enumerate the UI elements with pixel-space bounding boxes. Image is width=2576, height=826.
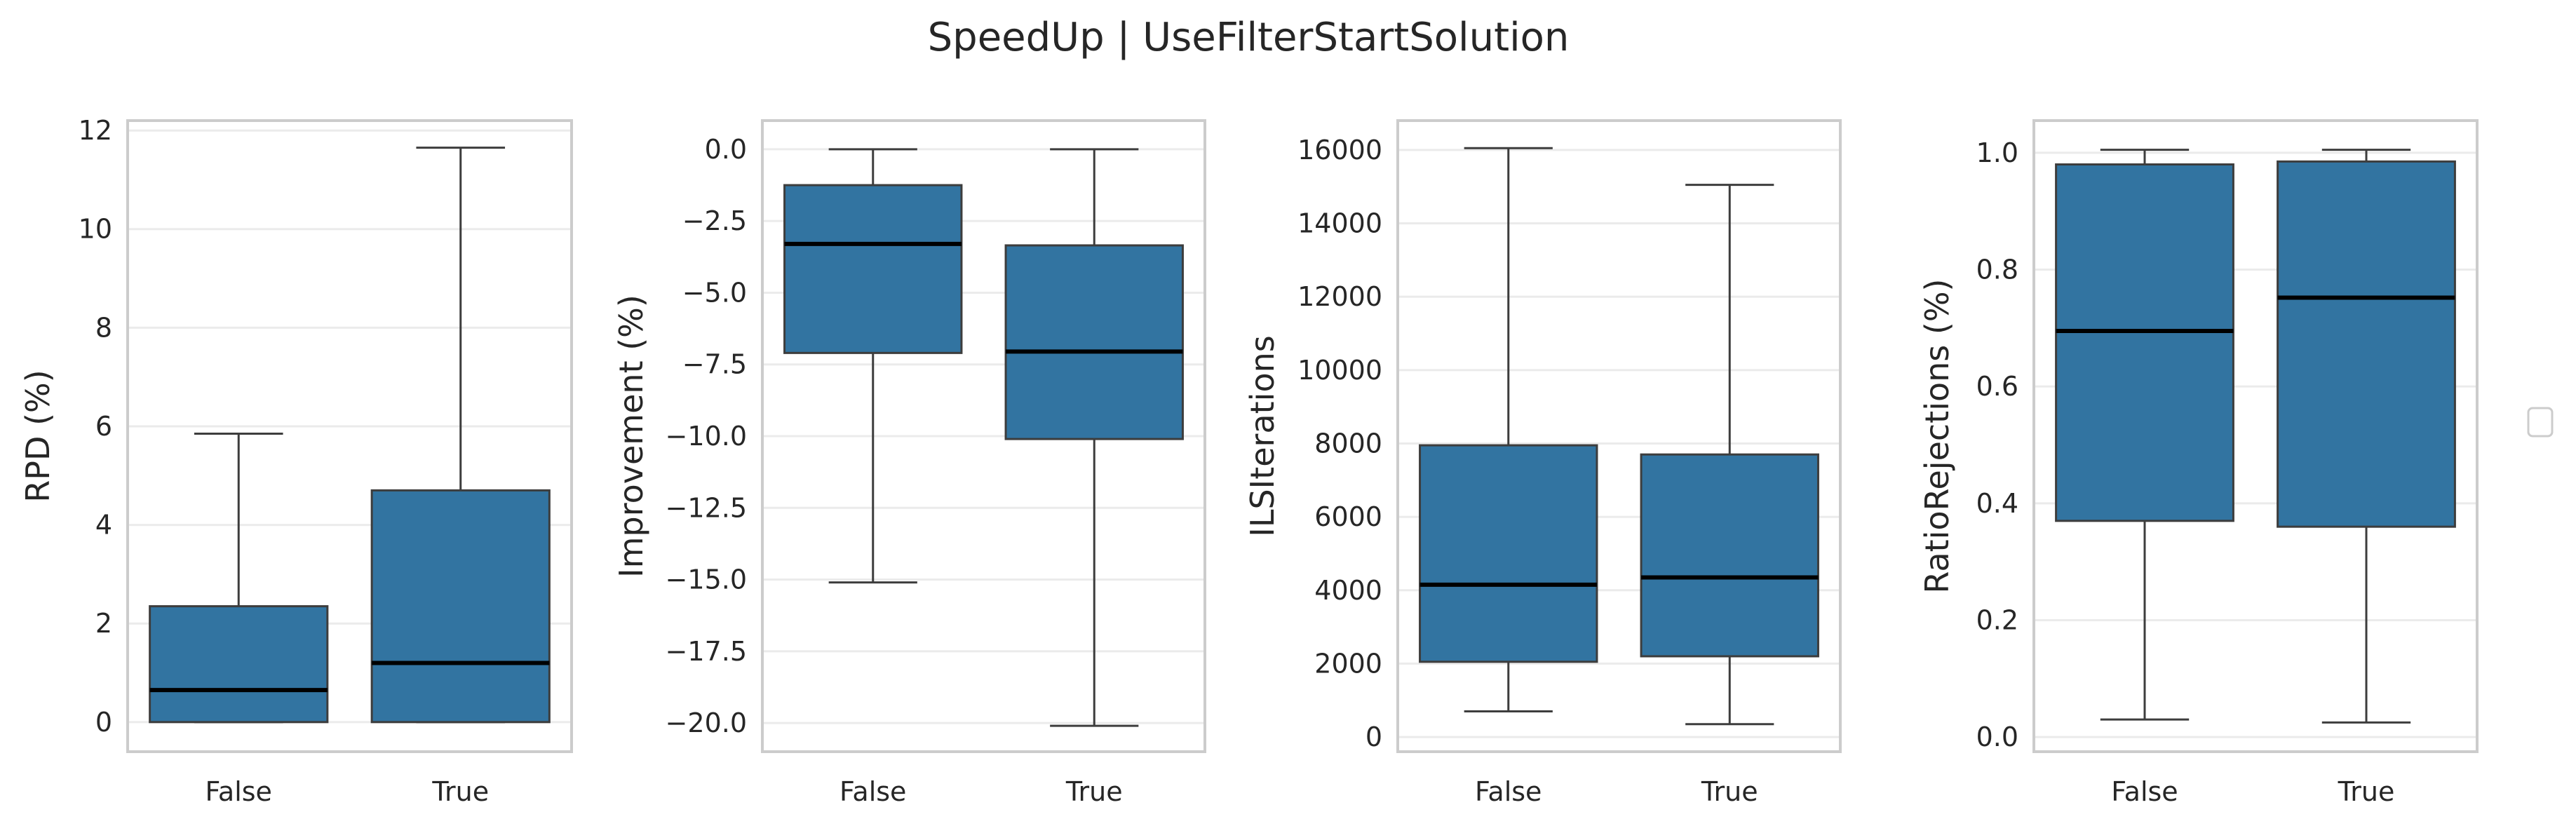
y-tick-label: 6000 (1314, 501, 1382, 532)
y-tick-label: −5.0 (682, 277, 747, 308)
y-tick-label: −7.5 (682, 349, 747, 380)
y-tick-label: 4 (95, 510, 112, 541)
box-false (149, 432, 329, 724)
x-tick-label: True (1065, 776, 1123, 807)
axes-frame (126, 119, 573, 753)
y-tick-label: 0.0 (705, 134, 747, 165)
axes-frame (2032, 119, 2479, 753)
box-body (783, 184, 963, 354)
y-tick-label: 1.0 (1976, 137, 2018, 168)
y-tick-label: −20.0 (666, 707, 747, 738)
y-tick-label: −2.5 (682, 205, 747, 236)
x-tick-label: True (2338, 776, 2395, 807)
box-body (1419, 444, 1598, 663)
subplots: 0 2 4 6 8 10 12 False True RPD (%) 0.0 −2.5 −5.0 −7.5… (19, 115, 2479, 807)
y-tick-label: 0 (1365, 722, 1382, 752)
y-tick-label: −12.5 (666, 492, 747, 523)
y-tick-label: 8000 (1314, 428, 1382, 459)
y-tick-label: 2000 (1314, 648, 1382, 679)
y-axis-label: ILSIterations (1243, 335, 1281, 536)
subplot-3: 0 2000 4000 6000 8000 10000 12000 14000 16000 Fal… (1243, 119, 1842, 807)
y-tick-label: 10 (79, 214, 112, 245)
box-body (1640, 453, 1819, 658)
legend-box (2527, 407, 2554, 438)
axes-frame (761, 119, 1206, 753)
y-axis-label: RatioRejections (%) (1918, 279, 1956, 594)
box-body (370, 489, 551, 724)
box-true (2277, 149, 2456, 724)
x-tick-label: False (1475, 776, 1542, 807)
y-tick-label: 10000 (1297, 355, 1382, 386)
y-tick-label: 12 (79, 115, 112, 146)
box-true (1640, 184, 1819, 726)
y-tick-label: 2 (95, 608, 112, 639)
box-body (2055, 163, 2234, 522)
x-tick-label: False (205, 776, 272, 807)
box-true (370, 147, 551, 724)
box-body (1004, 244, 1184, 440)
y-tick-label: 0.4 (1976, 488, 2018, 519)
y-axis-label: RPD (%) (19, 370, 57, 502)
y-tick-label: 6 (95, 411, 112, 442)
y-tick-label: 12000 (1297, 281, 1382, 312)
box-true (1004, 148, 1184, 727)
x-tick-label: False (2111, 776, 2178, 807)
subplot-2: 0.0 −2.5 −5.0 −7.5 −10.0 −12.5 −15.0 −17.5 −20.0… (612, 119, 1206, 807)
axes-frame (1396, 119, 1842, 753)
y-tick-label: 0.6 (1976, 371, 2018, 402)
y-axis-label: Improvement (%) (612, 294, 650, 578)
x-tick-label: True (431, 776, 489, 807)
y-tick-label: 0.8 (1976, 255, 2018, 285)
y-tick-label: 0.2 (1976, 605, 2018, 636)
box-false (2055, 149, 2234, 721)
x-tick-label: False (839, 776, 906, 807)
y-tick-label: 0 (95, 707, 112, 738)
y-tick-label: 16000 (1297, 135, 1382, 165)
y-tick-label: 4000 (1314, 575, 1382, 606)
x-tick-label: True (1701, 776, 1758, 807)
y-tick-label: 14000 (1297, 208, 1382, 239)
y-tick-label: 0.0 (1976, 722, 2018, 752)
y-tick-label: −17.5 (666, 636, 747, 667)
y-tick-label: −10.0 (666, 421, 747, 452)
box-false (783, 148, 963, 584)
y-tick-label: −15.0 (666, 564, 747, 595)
box-body (2277, 160, 2456, 528)
y-tick-label: 8 (95, 312, 112, 343)
box-false (1419, 147, 1598, 712)
subplot-4: 0.0 0.2 0.4 0.6 0.8 1.0 False True RatioRejectio… (1918, 119, 2479, 807)
figure-title: SpeedUp | UseFilterStartSolution (928, 15, 1570, 60)
subplot-1: 0 2 4 6 8 10 12 False True RPD (%) (19, 115, 573, 807)
box-body (149, 605, 329, 724)
